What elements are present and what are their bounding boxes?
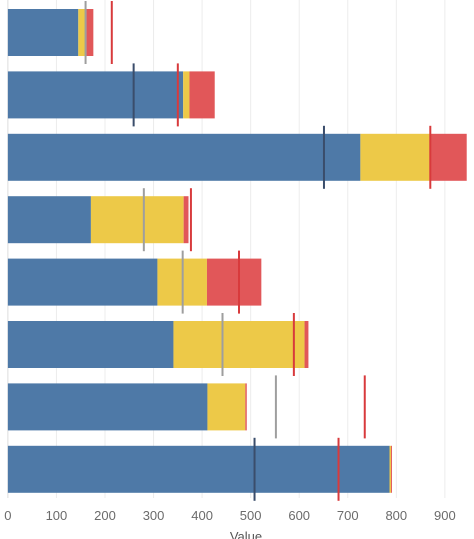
bar-row-1-blue xyxy=(7,9,79,56)
x-tick-label: 200 xyxy=(94,508,116,523)
bar-row-6-red xyxy=(304,321,309,368)
bar-row-3-red xyxy=(429,133,467,181)
x-tick-label: 700 xyxy=(337,508,359,523)
bar-row-8-yellow xyxy=(389,445,391,493)
x-tick-label: 300 xyxy=(143,508,165,523)
bar-row-2-yellow xyxy=(183,71,190,119)
x-axis-title: Value xyxy=(230,529,262,539)
x-tick-label: 400 xyxy=(191,508,213,523)
bar-row-8-red xyxy=(390,445,392,493)
bar-row-7-blue xyxy=(7,383,208,431)
bar-row-5-red xyxy=(206,258,262,306)
x-tick-label: 900 xyxy=(434,508,456,523)
bar-row-3-blue xyxy=(7,133,361,181)
bar-row-4-yellow xyxy=(90,196,184,244)
x-tick-label: 600 xyxy=(288,508,310,523)
x-tick-label: 800 xyxy=(385,508,407,523)
bar-row-6-yellow xyxy=(173,321,305,368)
bar-row-7-red xyxy=(245,383,247,431)
bar-row-1-red xyxy=(86,9,94,56)
x-tick-label: 0 xyxy=(4,508,11,523)
bars-layer xyxy=(7,9,467,493)
bar-row-4-blue xyxy=(7,196,91,244)
markers-layer xyxy=(84,1,432,501)
bar-row-6-blue xyxy=(7,321,174,368)
bar-row-3-yellow xyxy=(360,133,430,181)
bar-row-7-yellow xyxy=(207,383,246,431)
bar-row-2-red xyxy=(189,71,215,119)
bar-row-2-blue xyxy=(7,71,184,119)
bar-row-4-red xyxy=(183,196,189,244)
x-tick-label: 500 xyxy=(240,508,262,523)
bar-row-1-yellow xyxy=(78,9,87,56)
x-tick-label: 100 xyxy=(46,508,68,523)
x-axis-ticks: 0 100 200 300 400 500 600 700 800 900 xyxy=(4,508,455,523)
bar-row-8-blue xyxy=(7,445,390,493)
bar-row-5-blue xyxy=(7,258,158,306)
